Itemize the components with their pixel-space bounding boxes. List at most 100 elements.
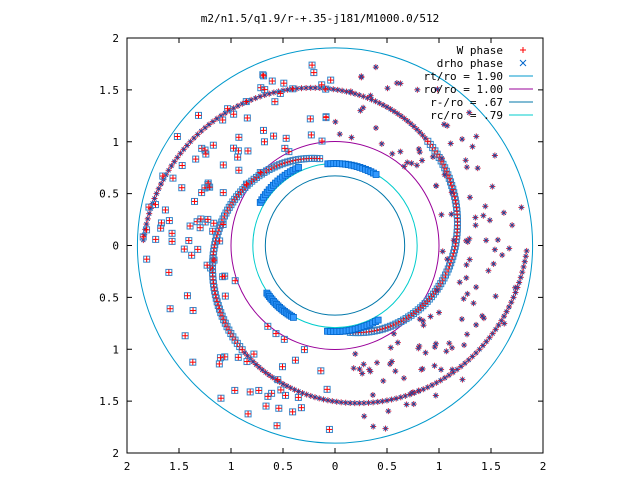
w-phase-point [443, 348, 450, 355]
star-d2 [269, 374, 275, 380]
w-phase-point [360, 361, 367, 368]
star-d2 [423, 350, 428, 356]
y-tick-label: 2 [112, 447, 119, 460]
w-phase-point [451, 192, 459, 200]
y-tick-label: 2 [112, 32, 119, 45]
star-d2 [389, 397, 394, 402]
w-phase-point [501, 320, 508, 327]
w-phase-point [198, 128, 205, 135]
star-d2 [414, 162, 420, 168]
w-phase-point [480, 212, 487, 219]
w-phase-point [171, 158, 178, 165]
w-phase-point [450, 237, 457, 244]
star-d2 [430, 154, 436, 160]
circle-rt-ro-1-90 [136, 47, 534, 444]
w-phase-point [438, 366, 445, 373]
w-phase-point [494, 236, 501, 243]
star-d2 [285, 87, 290, 93]
star-d2 [467, 257, 473, 262]
w-phase-point [216, 237, 224, 245]
w-phase-point [178, 162, 186, 170]
w-phase-point [215, 305, 223, 313]
w-phase-point [347, 88, 354, 95]
star-d2 [516, 280, 522, 285]
star-d2 [256, 364, 262, 370]
w-phase-point [508, 299, 515, 306]
w-phase-point [449, 344, 456, 351]
star-d2 [450, 370, 456, 375]
w-phase-point [168, 237, 176, 245]
w-phase-point [458, 316, 465, 323]
star-d2 [356, 400, 362, 406]
star-d2 [388, 106, 393, 112]
star-d2 [466, 357, 472, 363]
w-phase-point [280, 335, 288, 343]
w-phase-point [361, 413, 368, 420]
w-phase-point [209, 118, 216, 125]
w-phase-point [298, 85, 305, 92]
w-phase-point [473, 133, 480, 140]
star-d2 [231, 105, 236, 111]
w-phase-point [415, 345, 422, 352]
circle-ro-ro-1-00 [230, 141, 440, 350]
w-phase-point [424, 137, 432, 145]
star-d2 [519, 205, 524, 210]
legend-label: rc/ro = .79 [430, 109, 503, 122]
w-phase-point [262, 402, 270, 410]
star-d2 [473, 350, 479, 356]
w-phase-point [490, 260, 497, 267]
star-d2 [419, 158, 425, 163]
w-phase-point [217, 394, 225, 402]
star-d2 [174, 155, 180, 160]
drho-phase-point [374, 316, 382, 324]
star-d2 [321, 397, 326, 402]
star-d2 [338, 399, 344, 405]
w-phase-point [446, 372, 453, 379]
w-phase-point [165, 268, 173, 276]
star-d2 [366, 367, 372, 372]
star-d2 [506, 246, 512, 251]
star-d2 [361, 94, 366, 99]
w-phase-point [139, 233, 147, 241]
w-phase-point [204, 215, 212, 223]
w-phase-point [280, 79, 288, 87]
star-d2 [344, 89, 349, 94]
w-phase-point [441, 171, 448, 178]
star-d2 [392, 368, 398, 374]
w-phase-point [483, 237, 490, 244]
w-phase-point [413, 126, 420, 133]
w-phase-point [327, 76, 335, 84]
star-d2 [358, 73, 364, 79]
star-d2 [519, 269, 525, 275]
star-d2 [446, 372, 452, 378]
star-d2 [436, 310, 442, 315]
w-phase-point [192, 155, 200, 163]
w-phase-point [480, 315, 487, 322]
star-d2 [384, 104, 390, 110]
w-phase-point [420, 386, 427, 393]
w-phase-point [324, 397, 331, 404]
w-phase-point [166, 305, 174, 313]
w-phase-point [452, 200, 460, 208]
w-phase-point [470, 300, 477, 307]
star-d2 [339, 88, 345, 94]
star-d2 [414, 126, 420, 132]
w-phase-point [185, 237, 193, 245]
w-phase-point [265, 371, 272, 378]
w-phase-point [370, 423, 377, 430]
w-phase-point [217, 309, 225, 317]
x-tick-label: 0 [332, 460, 339, 473]
w-phase-point [482, 203, 489, 210]
w-phase-point [383, 397, 390, 404]
w-phase-point [332, 118, 339, 125]
w-phase-point [190, 135, 197, 142]
star-d2 [389, 151, 395, 157]
star-d2 [178, 150, 183, 156]
w-phase-point [464, 238, 471, 245]
w-phase-point [289, 408, 297, 416]
x-tick-label: 1 [228, 460, 235, 473]
w-phase-point [348, 134, 355, 141]
star-d2 [376, 100, 382, 106]
w-phase-point [241, 349, 248, 356]
w-phase-point [464, 290, 471, 297]
